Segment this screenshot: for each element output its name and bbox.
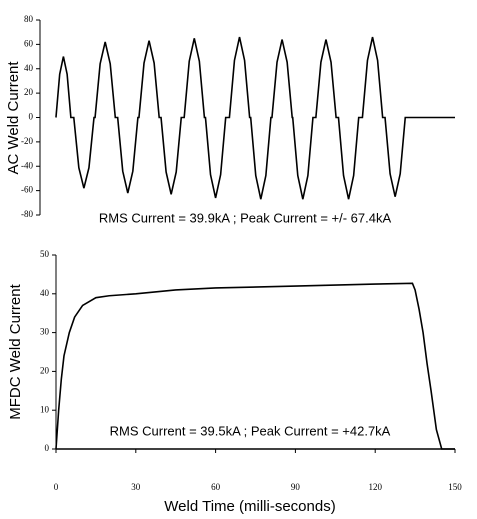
y-tick-label: 20 — [24, 87, 34, 97]
y-tick-label: 0 — [29, 112, 34, 122]
y-tick-label: 0 — [45, 443, 50, 453]
x-axis-label: Weld Time (milli-seconds) — [164, 498, 335, 515]
y-tick-label: -40 — [21, 160, 33, 170]
x-tick-label: 30 — [131, 482, 141, 492]
y-tick-label: -80 — [21, 209, 33, 219]
line — [55, 36, 455, 200]
x-tick-label: 150 — [448, 482, 462, 492]
x-tick-label: 60 — [211, 482, 221, 492]
y-tick-label: 50 — [40, 249, 50, 259]
y-tick-label: -20 — [21, 136, 33, 146]
line — [55, 282, 455, 450]
annotation: RMS Current = 39.5kA ; Peak Current = +4… — [110, 423, 391, 438]
y-tick-label: 40 — [40, 288, 50, 298]
x-tick-label: 0 — [54, 482, 59, 492]
y-tick-label: 20 — [40, 365, 50, 375]
x-tick-label: 120 — [368, 482, 382, 492]
y-tick-label: 10 — [40, 404, 50, 414]
y-tick-label: 30 — [40, 327, 50, 337]
y-tick-label: 60 — [24, 38, 34, 48]
x-tick-label: 90 — [291, 482, 301, 492]
y-tick-label: 80 — [24, 14, 34, 24]
y-axis-label: MFDC Weld Current — [7, 283, 24, 419]
y-tick-label: 40 — [24, 63, 34, 73]
y-axis-label: AC Weld Current — [5, 61, 22, 175]
annotation: RMS Current = 39.9kA ; Peak Current = +/… — [99, 210, 392, 225]
y-tick-label: -60 — [21, 185, 33, 195]
